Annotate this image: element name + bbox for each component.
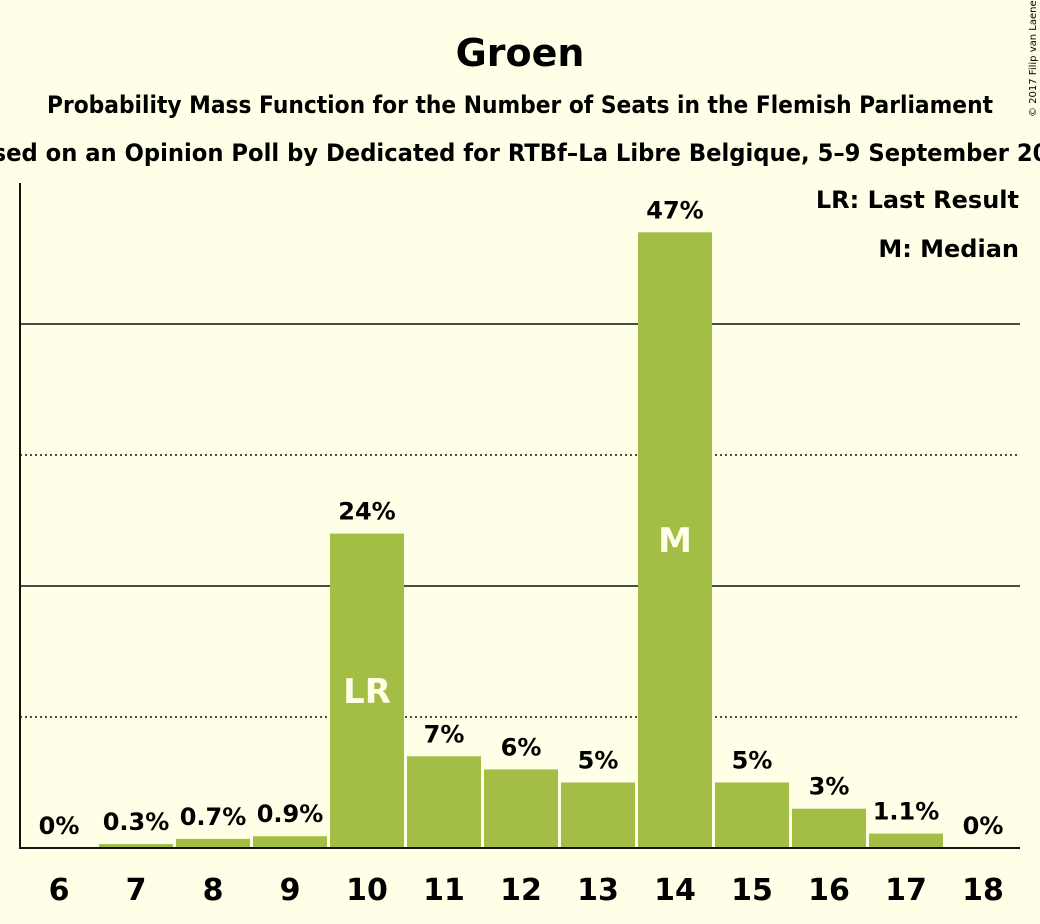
legend-last-result: LR: Last Result bbox=[816, 186, 1019, 214]
x-tick-15: 15 bbox=[731, 873, 773, 908]
bar-14 bbox=[638, 232, 712, 849]
bar-8 bbox=[176, 838, 250, 848]
legend-median: M: Median bbox=[878, 235, 1019, 263]
x-tick-18: 18 bbox=[962, 873, 1004, 908]
x-tick-14: 14 bbox=[654, 873, 696, 908]
chart-subtitle: Probability Mass Function for the Number… bbox=[47, 91, 993, 119]
chart-title: Groen bbox=[456, 31, 585, 75]
x-tick-7: 7 bbox=[126, 873, 147, 908]
x-tick-16: 16 bbox=[808, 873, 850, 908]
bar-value-label-7: 0.3% bbox=[103, 808, 170, 836]
bar-11 bbox=[407, 756, 481, 848]
bar-7 bbox=[99, 844, 173, 848]
bar-value-label-15: 5% bbox=[732, 747, 773, 775]
x-tick-6: 6 bbox=[49, 873, 70, 908]
x-tick-10: 10 bbox=[346, 873, 388, 908]
bar-10 bbox=[330, 533, 404, 848]
bar-12 bbox=[484, 769, 558, 848]
gridlines bbox=[20, 323, 1020, 718]
bars bbox=[99, 232, 943, 849]
x-tick-9: 9 bbox=[280, 873, 301, 908]
bar-markers: LR M bbox=[343, 521, 692, 712]
x-tick-8: 8 bbox=[203, 873, 224, 908]
x-tick-12: 12 bbox=[500, 873, 542, 908]
bar-15 bbox=[715, 782, 789, 848]
copyright-notice: © 2017 Filip van Laenen bbox=[1028, 0, 1039, 117]
x-tick-11: 11 bbox=[423, 873, 465, 908]
bar-17 bbox=[869, 833, 943, 848]
bar-value-labels: 0% 0.3% 0.7% 0.9% 24% 7% 6% 5% 47% 5% 3% 1.1% 0% bbox=[39, 196, 1004, 840]
bar-value-label-8: 0.7% bbox=[180, 803, 247, 831]
bar-value-label-18: 0% bbox=[963, 812, 1004, 840]
bar-value-label-16: 3% bbox=[809, 773, 850, 801]
median-marker: M bbox=[658, 521, 692, 561]
chart-subtitle-source: Based on an Opinion Poll by Dedicated fo… bbox=[0, 139, 1040, 167]
x-tick-labels: 6 7 8 9 10 11 12 13 14 15 16 17 18 bbox=[49, 873, 1004, 908]
bar-9 bbox=[253, 836, 327, 848]
x-tick-13: 13 bbox=[577, 873, 619, 908]
bar-value-label-14: 47% bbox=[646, 196, 703, 224]
bar-16 bbox=[792, 808, 866, 848]
bar-13 bbox=[561, 782, 635, 848]
bar-value-label-11: 7% bbox=[424, 720, 465, 748]
bar-value-label-10: 24% bbox=[338, 498, 395, 526]
last-result-marker: LR bbox=[343, 672, 391, 712]
bar-value-label-12: 6% bbox=[501, 733, 542, 761]
x-tick-17: 17 bbox=[885, 873, 927, 908]
bar-value-label-13: 5% bbox=[578, 747, 619, 775]
bar-value-label-17: 1.1% bbox=[873, 798, 940, 826]
bar-value-label-6: 0% bbox=[39, 812, 80, 840]
bar-value-label-9: 0.9% bbox=[257, 800, 324, 828]
